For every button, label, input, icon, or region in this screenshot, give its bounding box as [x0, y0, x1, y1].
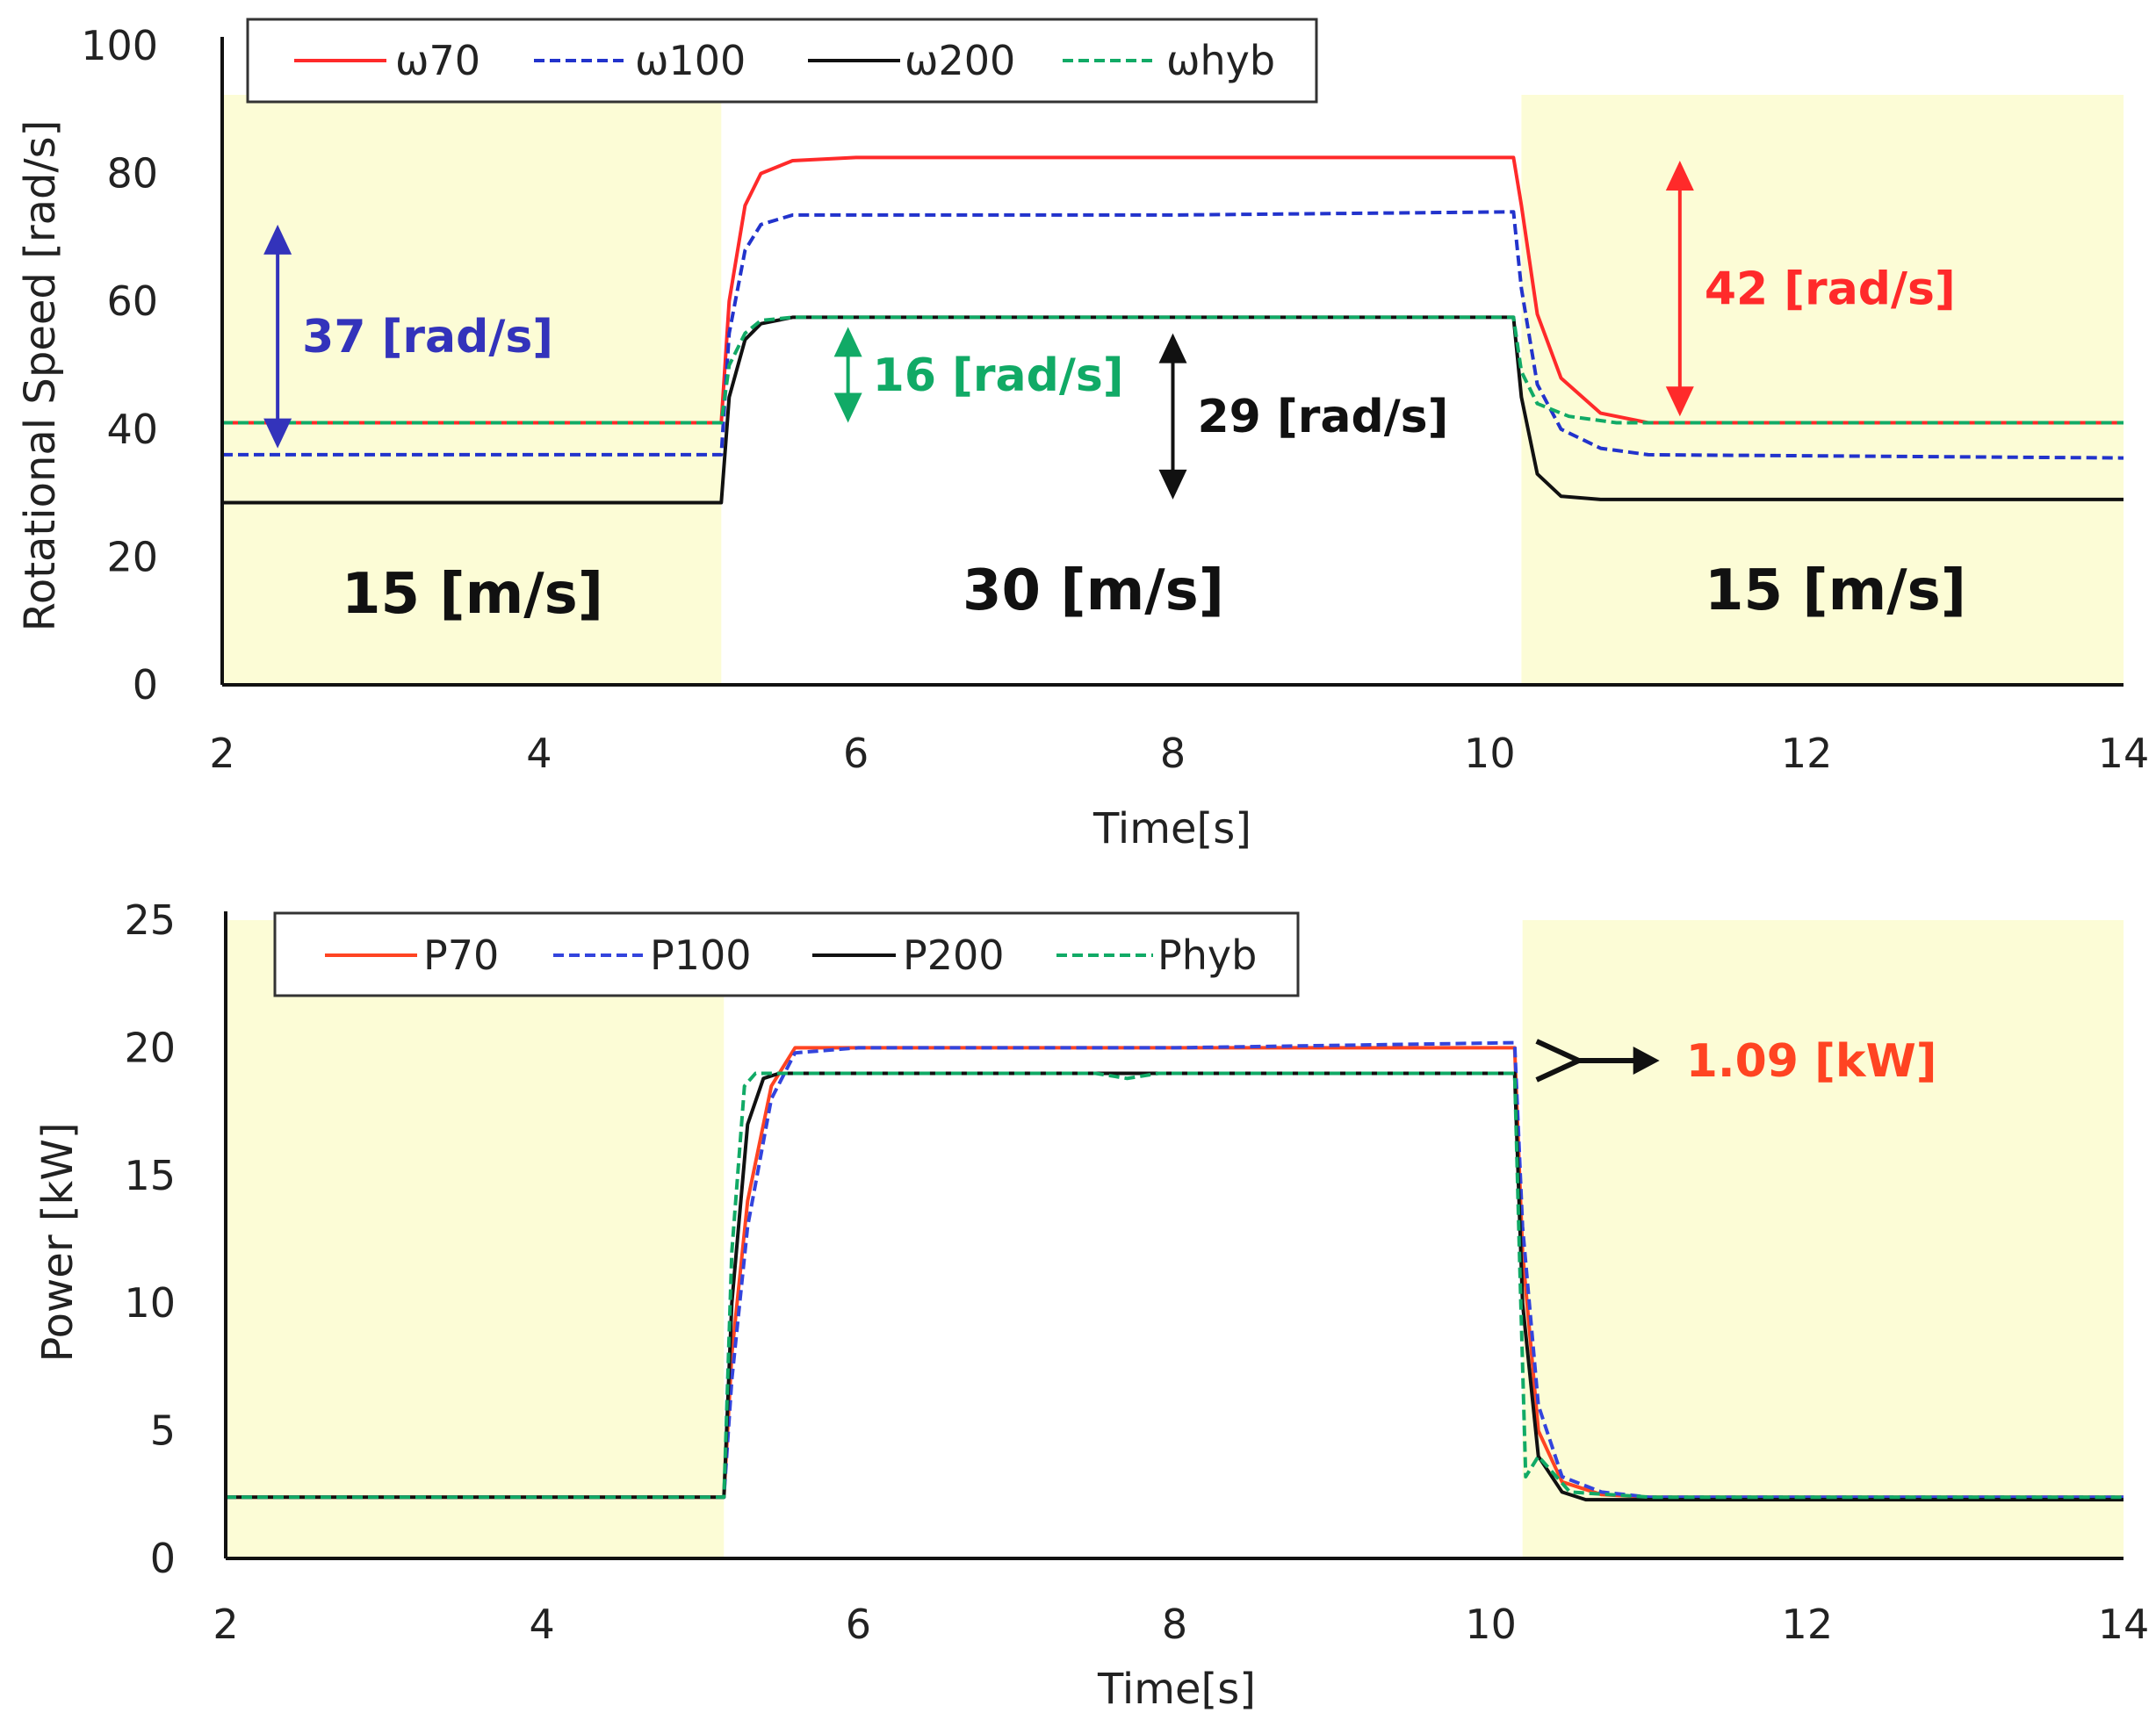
speed-series-ω200	[222, 315, 2124, 505]
speed-x-tick-2: 2	[209, 730, 234, 777]
legend-label-p100: P100	[650, 932, 752, 979]
speed-y-tick-60: 60	[106, 277, 158, 325]
power-x-tick-4: 4	[530, 1601, 555, 1648]
power-x-tick-6: 6	[846, 1601, 871, 1648]
power-x-tick-14: 14	[2098, 1601, 2150, 1648]
speed-series-ω100	[222, 210, 2124, 460]
speed-x-tick-14: 14	[2098, 730, 2150, 777]
power-x-tick-10: 10	[1465, 1601, 1517, 1648]
speed-x-tick-10: 10	[1464, 730, 1516, 777]
rotational-speed-chart: 2 4 6 8 10 12 14 0 20 40 60 80 100 37 [rad/s] 16 [rad…	[16, 18, 2150, 853]
speed-annotation-1-arrow-head-bottom	[833, 392, 862, 423]
speed-annotation-1-arrow-head-top	[833, 327, 862, 357]
power-legend: P70 P100 P200 Phyb	[273, 911, 1300, 997]
speed-annotation-3-label: 42 [rad/s]	[1705, 263, 1956, 316]
speed-x-axis-label: Time[s]	[1092, 804, 1251, 853]
region-label-left: 15 [m/s]	[342, 562, 603, 627]
region-label-right: 15 [m/s]	[1705, 558, 1966, 623]
power-y-tick-5: 5	[150, 1407, 176, 1455]
speed-y-tick-20: 20	[106, 533, 158, 580]
legend-label-phyb: Phyb	[1157, 932, 1257, 979]
speed-annotation-0-arrow-head-top	[263, 224, 292, 255]
speed-series-ωhyb	[222, 315, 2124, 425]
legend-label-w70: ω70	[395, 37, 480, 84]
power-y-tick-25: 25	[124, 896, 176, 944]
speed-annotation-2-arrow-head-bottom	[1158, 469, 1187, 500]
speed-y-tick-80: 80	[106, 150, 158, 198]
legend-label-w200: ω200	[905, 37, 1015, 84]
power-series-P100	[226, 1040, 2124, 1500]
speed-y-tick-100: 100	[81, 22, 158, 69]
speed-x-tick-4: 4	[526, 730, 552, 777]
speed-annotation-2-label: 29 [rad/s]	[1198, 391, 1449, 443]
legend-label-whyb: ωhyb	[1166, 37, 1275, 84]
legend-label-p200: P200	[903, 932, 1005, 979]
speed-x-tick-6: 6	[843, 730, 869, 777]
speed-y-tick-0: 0	[133, 661, 158, 709]
speed-annotation-3-arrow-head-top	[1665, 161, 1694, 191]
speed-legend: ω70 ω100 ω200 ωhyb	[246, 18, 1318, 104]
power-shaded-region-0	[226, 920, 725, 1558]
power-shaded-region-1	[1522, 920, 2124, 1558]
speed-annotation-1-label: 16 [rad/s]	[873, 349, 1124, 402]
power-y-tick-10: 10	[124, 1279, 176, 1327]
region-label-middle: 30 [m/s]	[963, 558, 1224, 623]
legend-label-w100: ω100	[635, 37, 746, 84]
power-x-tick-2: 2	[213, 1601, 238, 1648]
power-series-Phyb	[226, 1071, 2124, 1500]
power-y-tick-15: 15	[124, 1152, 176, 1199]
speed-y-axis-label: Rotational Speed [rad/s]	[16, 120, 65, 632]
speed-x-tick-12: 12	[1781, 730, 1833, 777]
power-y-tick-20: 20	[124, 1024, 176, 1071]
power-y-axis-label: Power [kW]	[33, 1122, 83, 1362]
speed-annotation-0-arrow-head-bottom	[263, 418, 292, 449]
speed-shaded-region-0	[222, 95, 722, 685]
legend-label-p70: P70	[423, 932, 499, 979]
power-x-tick-12: 12	[1782, 1601, 1834, 1648]
speed-x-tick-8: 8	[1160, 730, 1186, 777]
speed-annotation-0-label: 37 [rad/s]	[302, 311, 553, 363]
power-annotation-0-arrow-head	[1633, 1046, 1660, 1075]
speed-annotation-3-arrow-head-bottom	[1665, 386, 1694, 417]
speed-annotation-2-arrow-head-top	[1158, 333, 1187, 363]
speed-shaded-region-2	[1521, 95, 2124, 685]
speed-y-tick-40: 40	[106, 406, 158, 453]
power-annotation-0-label: 1.09 [kW]	[1686, 1035, 1937, 1088]
power-x-tick-8: 8	[1162, 1601, 1187, 1648]
power-x-axis-label: Time[s]	[1097, 1665, 1256, 1714]
speed-series-ω70	[222, 155, 2124, 425]
power-chart: 2 4 6 8 10 12 14 0 5 10 15 20 25 1.09 [kW] P70 P100 …	[33, 896, 2149, 1714]
power-y-tick-0: 0	[150, 1535, 176, 1582]
